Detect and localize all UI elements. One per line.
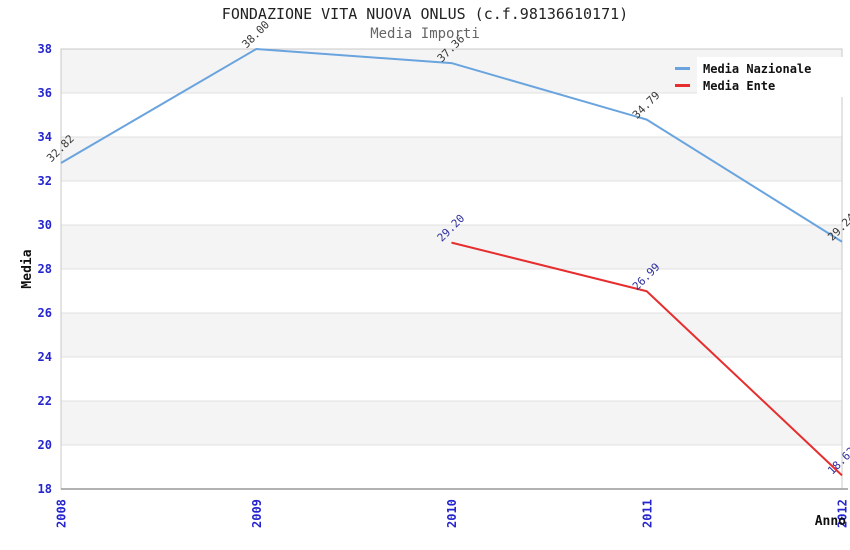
grid-band [61, 313, 842, 357]
y-tick-label: 34 [38, 130, 52, 144]
grid-band [61, 445, 842, 489]
grid-band [61, 357, 842, 401]
legend: Media Nazionale Media Ente [675, 57, 850, 97]
series-line-1 [451, 241, 843, 477]
legend-item-media-nazionale: Media Nazionale [675, 60, 850, 77]
grid-band [61, 93, 842, 137]
x-axis-title: Anno [815, 514, 846, 529]
grid-band [61, 137, 842, 181]
x-tick-label: 2011 [640, 499, 654, 528]
x-tick-label: 2010 [445, 499, 459, 528]
data-label-0: 38.00 [239, 18, 272, 51]
y-tick-label: 36 [38, 86, 52, 100]
legend-line-swatch-nazionale [675, 67, 690, 70]
x-tick-label: 2008 [55, 499, 69, 528]
y-tick-label: 18 [38, 482, 52, 496]
x-tick-label: 2009 [250, 499, 264, 528]
series-line-0 [60, 48, 843, 243]
y-tick-label: 20 [38, 438, 52, 452]
y-tick-label: 26 [38, 306, 52, 320]
y-tick-label: 24 [38, 350, 52, 364]
y-tick-label: 30 [38, 218, 52, 232]
grid-band [61, 401, 842, 445]
y-tick-label: 28 [38, 262, 52, 276]
legend-label: Media Nazionale [703, 61, 812, 76]
grid-band [61, 225, 842, 269]
y-axis-title: Media [20, 249, 35, 288]
y-tick-label: 32 [38, 174, 52, 188]
grid-band [61, 269, 842, 313]
legend-line-swatch-ente [675, 84, 690, 87]
x-tick-label: 2012 [836, 499, 850, 528]
legend-label: Media Ente [703, 78, 776, 93]
grid-band [61, 181, 842, 225]
y-tick-label: 38 [38, 42, 52, 56]
y-tick-label: 22 [38, 394, 52, 408]
legend-item-media-ente: Media Ente [675, 77, 850, 94]
